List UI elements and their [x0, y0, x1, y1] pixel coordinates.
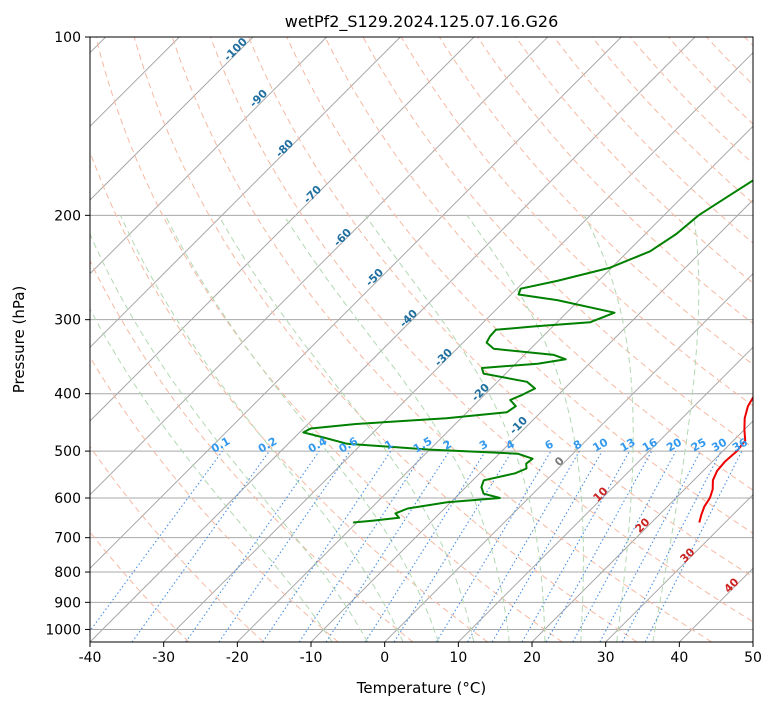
dry-adiabat-line — [248, 37, 753, 578]
chart-title: wetPf2_S129.2024.125.07.16.G26 — [285, 12, 559, 32]
isotherm-line — [236, 125, 753, 642]
mixing-ratio-line — [467, 450, 580, 642]
y-tick-label: 300 — [54, 313, 81, 329]
isotherm-line — [457, 346, 753, 642]
mixing-ratio-line — [325, 450, 450, 642]
y-tick-label: 600 — [54, 491, 81, 507]
isotherm-line — [531, 420, 753, 642]
moist-adiabat-line — [583, 215, 634, 642]
isotherm-line — [163, 51, 753, 642]
moist-adiabat-line — [283, 215, 510, 642]
x-tick-label: 10 — [449, 650, 467, 666]
y-tick-label: 1000 — [45, 622, 81, 638]
mixing-ratio-line — [364, 450, 486, 642]
mixing-ratio-line — [572, 450, 677, 642]
mixing-ratio-line — [491, 450, 603, 642]
dry-adiabat-line — [210, 37, 753, 623]
y-tick-label: 100 — [54, 30, 81, 46]
dry-adiabat-line — [591, 37, 753, 204]
dry-adiabat-line — [90, 445, 264, 642]
dry-adiabat-line — [515, 37, 753, 284]
moist-adiabat-line — [218, 215, 475, 642]
y-tick-label: 200 — [54, 208, 81, 224]
x-tick-label: -30 — [152, 650, 175, 666]
moist-adiabat-line — [90, 308, 333, 642]
x-tick-label: 50 — [744, 650, 762, 666]
mixing-ratio-line — [393, 450, 513, 642]
moist-adiabat-line — [164, 215, 439, 642]
x-tick-label: 0 — [380, 650, 389, 666]
y-tick-label: 900 — [54, 595, 81, 611]
profile-series — [302, 179, 753, 524]
moist-adiabat-line — [120, 215, 404, 642]
mixing-ratio-line — [521, 450, 630, 642]
x-tick-label: -20 — [226, 650, 249, 666]
y-tick-label: 700 — [54, 531, 81, 547]
x-tick-label: -10 — [300, 650, 323, 666]
isotherm-line — [90, 37, 696, 642]
mixing-ratio-line — [435, 450, 552, 642]
y-tick-label: 800 — [54, 565, 81, 581]
x-tick-label: 40 — [670, 650, 688, 666]
x-tick-label: 30 — [597, 650, 615, 666]
x-tick-label: 20 — [523, 650, 541, 666]
mixing-ratio-line — [218, 450, 351, 642]
moist-adiabat-line — [466, 215, 584, 642]
isotherm-line — [90, 37, 254, 201]
temperature-profile-line — [698, 395, 753, 523]
isotherm-line — [90, 37, 549, 496]
moist-adiabat-line — [90, 232, 369, 642]
dry-adiabat-line — [133, 37, 638, 642]
isotherm-line — [384, 272, 753, 642]
isotherm-line — [90, 37, 328, 275]
isotherm-line — [90, 37, 622, 570]
y-axis-title: Pressure (hPa) — [10, 286, 28, 394]
plot-frame — [89, 36, 754, 643]
dry-adiabat-line — [95, 37, 563, 642]
dewpoint-profile-line — [302, 179, 753, 524]
dry-adiabat-line — [324, 37, 753, 491]
dry-adiabat-line — [629, 37, 753, 165]
isotherm-line — [90, 37, 475, 422]
moist-adiabat-line — [364, 215, 546, 642]
moist-adiabat-line — [652, 215, 700, 642]
y-tick-label: 500 — [54, 444, 81, 460]
mixing-ratio-line — [545, 450, 653, 642]
dry-adiabat-line — [171, 37, 712, 642]
dry-adiabat-line — [477, 37, 753, 325]
x-tick-label: -40 — [79, 650, 102, 666]
axes: -40 -30 -20 -10 0 10 20 30 40 50 100 200 300 400 500 60… — [45, 30, 762, 666]
dry-adiabat-line — [362, 37, 753, 449]
x-axis-title: Temperature (°C) — [356, 679, 486, 697]
dry-adiabat-line — [90, 259, 414, 642]
y-tick-label: 400 — [54, 387, 81, 403]
isotherm-line — [605, 493, 753, 642]
isotherm-line — [90, 37, 401, 349]
plot-area — [90, 37, 753, 642]
mixing-ratio-line — [185, 450, 320, 642]
dry-adiabat-line — [400, 37, 753, 407]
